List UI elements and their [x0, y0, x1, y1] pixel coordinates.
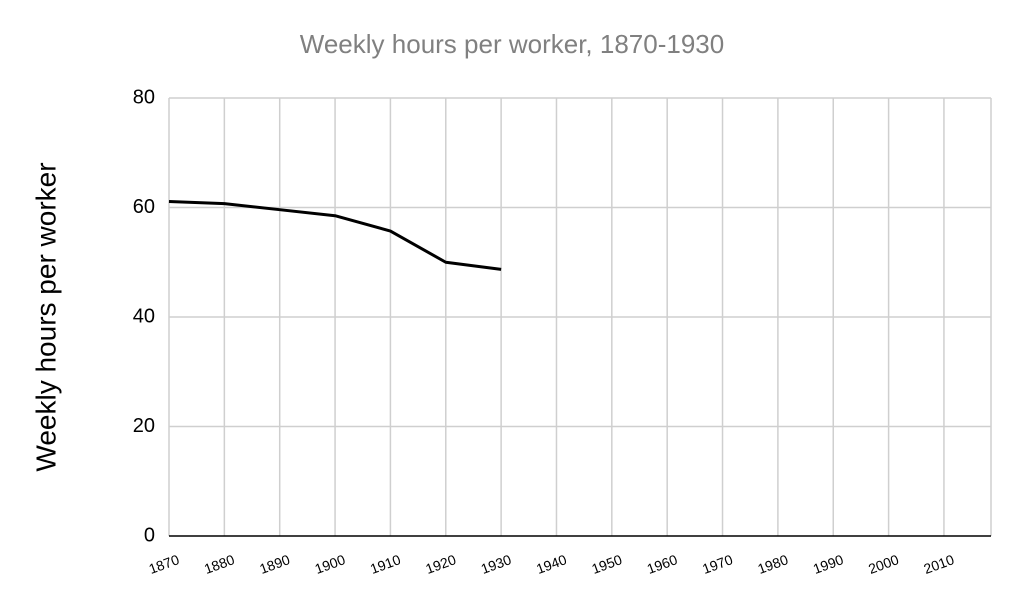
x-tick-label: 1910	[368, 551, 403, 577]
x-tick-label: 2000	[866, 551, 901, 577]
y-tick-label: 60	[133, 196, 155, 218]
y-tick-label: 80	[133, 86, 155, 108]
x-tick-label: 1950	[589, 551, 624, 577]
x-tick-label: 1960	[645, 551, 680, 577]
x-tick-label: 2010	[921, 551, 956, 577]
x-tick-label: 1870	[147, 551, 182, 577]
data-line	[168, 199, 502, 271]
chart-title: Weekly hours per worker, 1870-1930	[300, 29, 724, 59]
x-tick-label: 1970	[700, 551, 735, 577]
y-axis-label: Weekly hours per worker	[30, 162, 61, 471]
x-tick-label: 1930	[479, 551, 514, 577]
x-tick-label: 1900	[313, 551, 348, 577]
x-tick-label: 1940	[534, 551, 569, 577]
y-tick-label: 40	[133, 305, 155, 327]
x-tick-label: 1980	[755, 551, 790, 577]
x-tick-label: 1920	[423, 551, 458, 577]
y-tick-label: 20	[133, 415, 155, 437]
x-tick-label: 1880	[202, 551, 237, 577]
x-tick-label: 1990	[811, 551, 846, 577]
y-tick-label: 0	[144, 524, 155, 546]
x-tick-label: 1890	[257, 551, 292, 577]
